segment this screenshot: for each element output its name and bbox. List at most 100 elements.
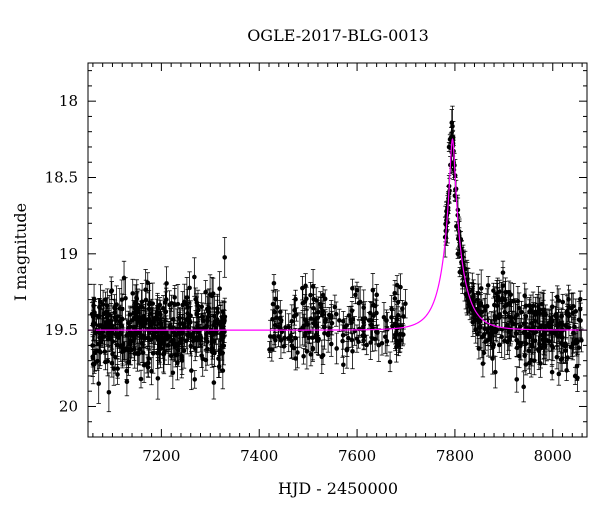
data-point — [494, 303, 500, 308]
data-point — [292, 307, 297, 313]
data-point — [554, 331, 559, 337]
data-point — [272, 309, 278, 315]
axes-layer: 7200 7400 7600 7800 8000 18 18.5 19 19.5 20 — [45, 62, 588, 465]
data-point — [522, 353, 528, 359]
data-point — [482, 304, 487, 310]
data-point — [108, 289, 114, 294]
data-point — [213, 325, 219, 331]
data-point — [503, 289, 508, 295]
data-point — [181, 348, 187, 354]
y-axis-label: I magnitude — [11, 203, 30, 301]
data-point — [505, 301, 511, 307]
data-point — [209, 346, 215, 351]
data-point — [341, 362, 346, 368]
data-layer — [89, 105, 584, 413]
data-point — [145, 280, 151, 286]
data-point — [514, 377, 520, 382]
y-tick-label: 19 — [59, 245, 78, 263]
y-tick-label: 18 — [59, 92, 78, 110]
data-point — [172, 295, 177, 300]
data-point — [559, 356, 565, 361]
data-point — [576, 317, 582, 323]
data-point — [301, 354, 306, 359]
data-point — [222, 255, 228, 260]
data-point — [566, 297, 571, 302]
data-point — [308, 292, 313, 298]
data-point — [455, 207, 461, 213]
data-point — [349, 337, 355, 343]
data-point — [189, 334, 195, 340]
data-point — [124, 368, 130, 374]
data-point — [360, 333, 366, 338]
data-point — [146, 302, 152, 307]
data-point — [366, 318, 372, 323]
data-point — [113, 326, 119, 332]
model-layer — [88, 138, 587, 331]
data-point — [94, 358, 100, 364]
data-point — [184, 295, 190, 301]
data-point — [325, 332, 331, 338]
data-point — [199, 304, 204, 310]
data-point — [538, 361, 543, 366]
data-point — [489, 330, 495, 336]
x-tick-label: 7400 — [240, 447, 278, 465]
data-point — [207, 292, 213, 297]
data-point — [521, 330, 527, 335]
data-point — [137, 315, 142, 320]
data-point — [105, 358, 111, 364]
data-point — [90, 321, 96, 327]
data-point — [105, 303, 110, 308]
data-point — [480, 361, 486, 366]
data-point — [278, 318, 284, 323]
x-axis-label: HJD - 2450000 — [278, 479, 398, 498]
data-point — [560, 299, 566, 305]
data-point — [577, 306, 583, 312]
data-point — [516, 305, 522, 311]
data-point — [387, 359, 393, 365]
data-point — [163, 332, 169, 338]
data-point — [302, 299, 308, 304]
data-point — [571, 341, 576, 347]
data-point — [321, 324, 327, 330]
data-point — [127, 312, 133, 317]
data-point — [174, 326, 180, 332]
data-point — [350, 286, 355, 291]
data-point — [203, 357, 209, 363]
data-point — [131, 315, 137, 321]
data-point — [220, 368, 226, 373]
data-point — [109, 360, 115, 366]
data-point — [175, 301, 181, 307]
data-point — [98, 323, 104, 328]
model-curve-line — [88, 138, 587, 331]
data-point — [90, 354, 96, 359]
x-tick-label: 7200 — [142, 447, 180, 465]
data-point — [310, 335, 315, 341]
data-point — [181, 321, 187, 326]
data-point — [282, 335, 287, 341]
data-point — [112, 310, 117, 315]
data-point — [369, 322, 374, 328]
data-point — [146, 360, 151, 366]
data-point — [111, 366, 117, 371]
data-point — [158, 312, 163, 317]
data-point — [572, 324, 577, 330]
data-point — [379, 341, 385, 346]
data-point — [96, 381, 102, 386]
data-point — [204, 336, 209, 341]
data-point — [130, 291, 136, 296]
data-point — [499, 297, 504, 303]
data-point — [143, 297, 149, 303]
data-point — [506, 329, 511, 335]
data-point — [344, 323, 350, 328]
data-point — [350, 348, 355, 354]
data-point — [162, 300, 168, 305]
data-point — [553, 311, 559, 317]
data-point — [491, 288, 496, 293]
data-point — [119, 297, 125, 302]
data-point — [575, 339, 580, 345]
data-point — [301, 323, 307, 329]
data-point — [370, 336, 375, 341]
data-point — [127, 341, 132, 347]
peak-data-point — [455, 251, 461, 257]
data-point — [194, 337, 200, 343]
